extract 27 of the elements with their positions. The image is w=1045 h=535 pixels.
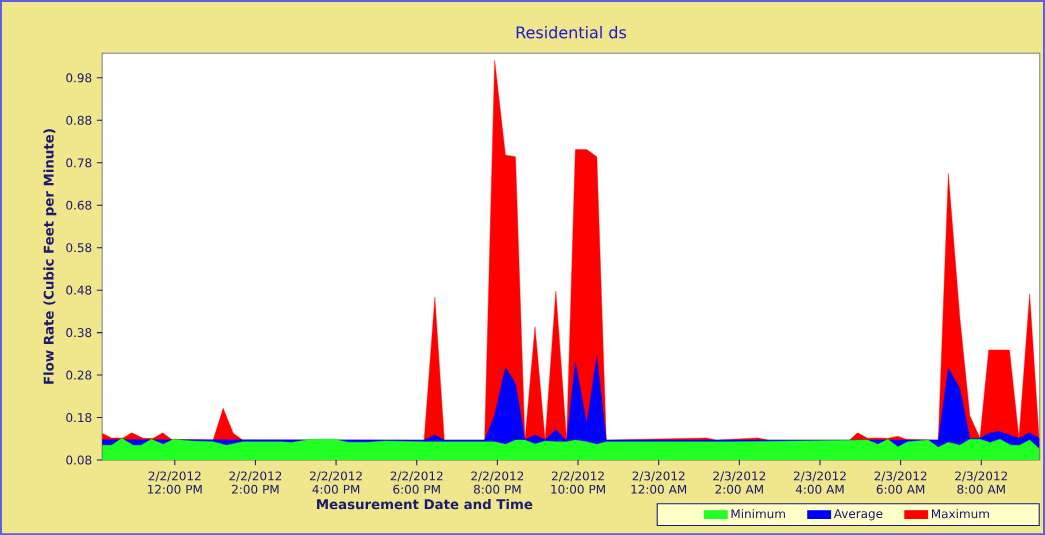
x-tick-label: 2/2/2012 6:00 PM [390, 471, 443, 494]
x-tick-label: 2/3/2012 8:00 AM [955, 471, 1008, 494]
x-tick-label: 2/2/2012 8:00 PM [471, 471, 524, 494]
x-tick-label: 2/3/2012 4:00 AM [793, 471, 846, 494]
x-tick-label: 2/2/2012 12:00 PM [148, 471, 202, 494]
y-tick-label: 0.08 [66, 455, 92, 465]
x-tick-label: 2/2/2012 10:00 PM [551, 471, 605, 494]
x-tick-label: 2/2/2012 2:00 PM [229, 471, 282, 494]
y-tick-label: 0.58 [66, 243, 92, 253]
y-tick-label: 0.48 [66, 285, 92, 295]
x-tick-label: 2/3/2012 2:00 AM [713, 471, 766, 494]
y-tick-label: 0.28 [66, 370, 92, 380]
chart-title: Residential ds [516, 25, 627, 39]
x-axis-title: Measurement Date and Time [317, 498, 533, 510]
x-tick-label: 2/2/2012 4:00 PM [310, 471, 362, 494]
legend-label: Average [833, 509, 883, 521]
y-tick-label: 0.38 [66, 327, 92, 338]
y-tick-label: 0.78 [66, 158, 92, 168]
y-tick-label: 0.68 [66, 200, 92, 210]
legend-label: Minimum [731, 508, 785, 519]
y-axis-title: Flow Rate (Cubic Feet per Minute) [43, 129, 57, 384]
y-tick-label: 0.98 [66, 73, 92, 83]
x-tick-label: 2/3/2012 6:00 AM [874, 471, 927, 494]
x-tick-label: 2/3/2012 12:00 AM [631, 471, 687, 494]
y-tick-label: 0.18 [66, 412, 92, 422]
y-tick-label: 0.88 [66, 115, 92, 125]
legend-label: Maximum [931, 508, 989, 519]
